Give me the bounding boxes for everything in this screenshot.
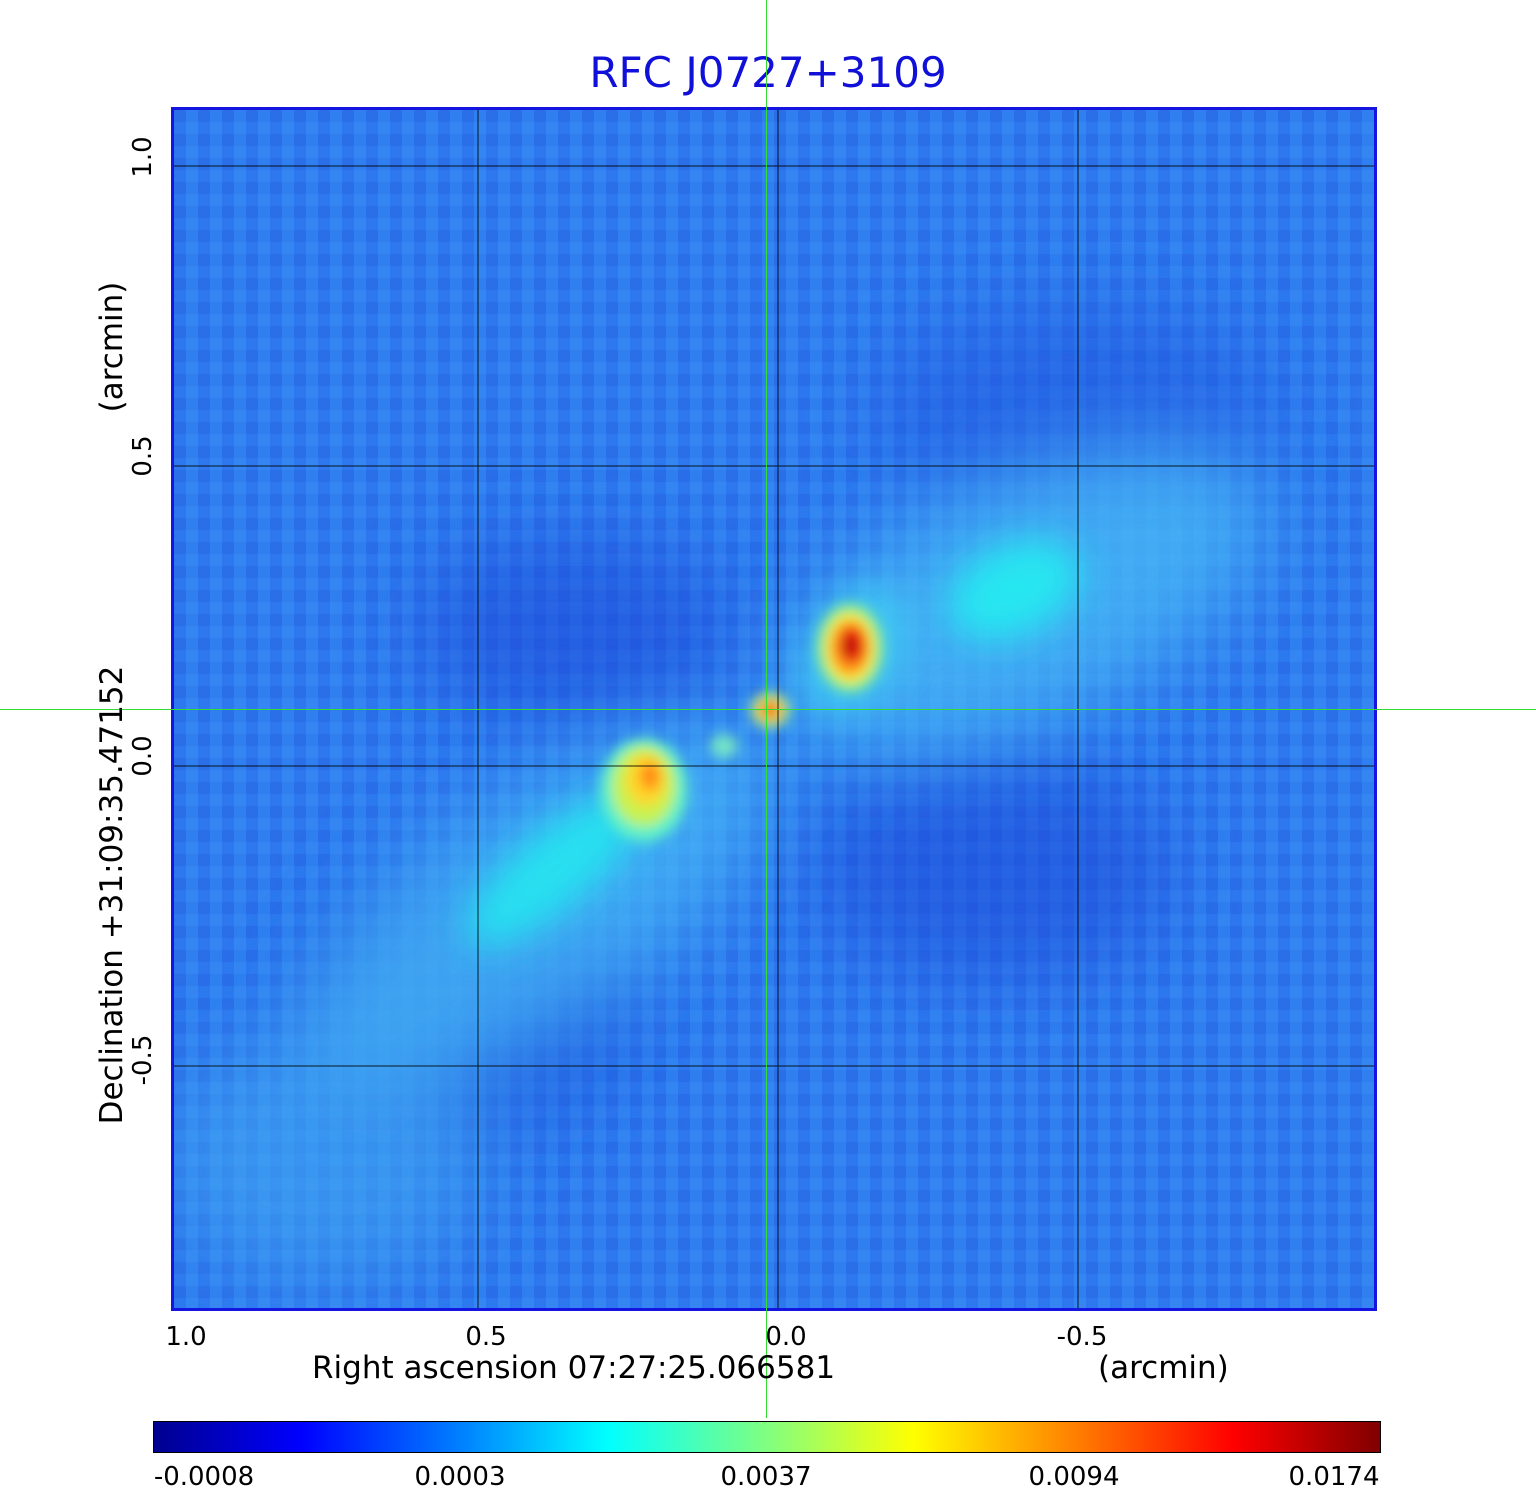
x-tick-label: 1.0 — [165, 1322, 207, 1352]
colorbar — [153, 1421, 1381, 1453]
colorbar-tick-label: 0.0174 — [1288, 1462, 1380, 1492]
radio-map — [174, 110, 1374, 1308]
x-axis-label: Right ascension 07:27:25.066581 — [312, 1350, 836, 1386]
colorbar-tick-label: 0.0003 — [414, 1462, 506, 1492]
y-axis-label: Declination +31:09:35.47152 — [94, 665, 130, 1125]
x-axis-unit: (arcmin) — [1098, 1350, 1229, 1386]
y-tick-label: 0.5 — [128, 435, 158, 477]
y-tick-label: -0.5 — [128, 1034, 158, 1086]
source-components — [600, 603, 884, 842]
y-tick-label: 1.0 — [128, 136, 158, 178]
x-tick-label: 0.0 — [765, 1322, 807, 1352]
colorbar-tick-label: 0.0037 — [720, 1462, 812, 1492]
x-tick-label: 0.5 — [465, 1322, 507, 1352]
radio-image[interactable] — [171, 107, 1377, 1311]
y-axis-unit: (arcmin) — [94, 281, 130, 413]
image-title: RFC J0727+3109 — [589, 48, 947, 97]
colorbar-tick-label: -0.0008 — [153, 1462, 255, 1492]
x-tick-label: -0.5 — [1056, 1322, 1108, 1352]
y-tick-label: 0.0 — [128, 735, 158, 777]
crosshair-horizontal[interactable] — [0, 709, 1536, 710]
colorbar-tick-label: 0.0094 — [1028, 1462, 1120, 1492]
